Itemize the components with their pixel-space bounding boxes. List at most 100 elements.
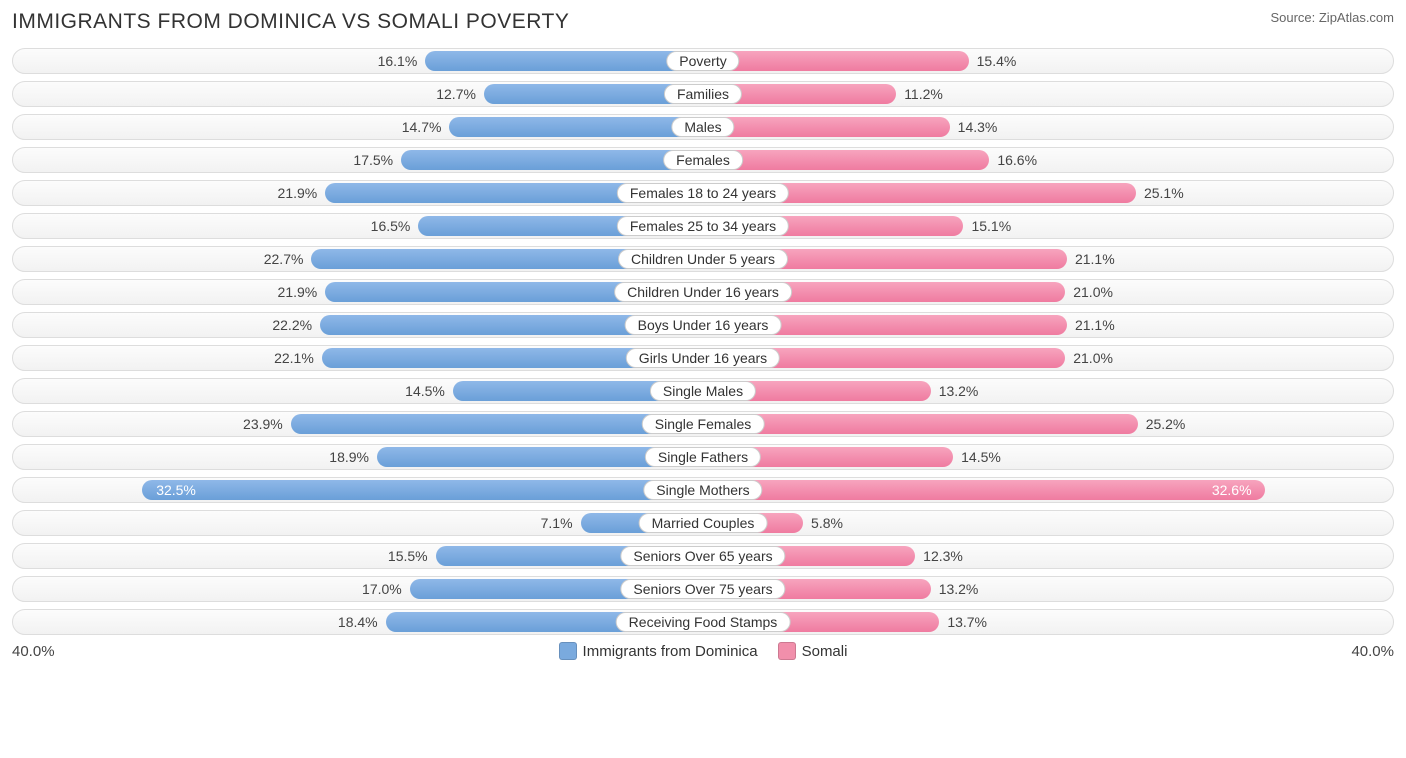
chart-row: 22.1%21.0%Girls Under 16 years <box>12 345 1394 371</box>
chart-row: 21.9% 21.0% Children Under 16 years <box>12 279 1394 305</box>
source-attribution: Source: ZipAtlas.com <box>1270 10 1394 25</box>
bar-right <box>703 150 989 170</box>
value-label-left: 23.9% <box>243 412 283 436</box>
value-label-right: 25.2% <box>1146 412 1186 436</box>
legend-label-left: Immigrants from Dominica <box>583 643 758 660</box>
value-label-left: 22.2% <box>272 313 312 337</box>
row-left-half: 14.5% <box>13 379 703 403</box>
row-left-half: 17.5% <box>13 148 703 172</box>
chart-row: 17.5% 16.6% Females <box>12 147 1394 173</box>
row-right-half: 14.3% <box>703 115 1393 139</box>
row-right-half: 12.3% <box>703 544 1393 568</box>
header: IMMIGRANTS FROM DOMINICA VS SOMALI POVER… <box>12 10 1394 34</box>
chart-row: 17.0% 13.2% Seniors Over 75 years <box>12 576 1394 602</box>
row-right-half: 25.2% <box>703 412 1393 436</box>
value-label-right: 12.3% <box>923 544 963 568</box>
row-right-half: 15.4% <box>703 49 1393 73</box>
value-label-right: 32.6% <box>1204 478 1252 502</box>
bar-left <box>142 480 703 500</box>
row-right-half: 14.5% <box>703 445 1393 469</box>
source-name: ZipAtlas.com <box>1319 10 1394 25</box>
chart-row: 15.5% 12.3% Seniors Over 65 years <box>12 543 1394 569</box>
value-label-right: 16.6% <box>997 148 1037 172</box>
category-label: Children Under 16 years <box>614 282 792 302</box>
value-label-left: 22.7% <box>264 247 304 271</box>
row-left-half: 17.0% <box>13 577 703 601</box>
value-label-left: 18.9% <box>329 445 369 469</box>
row-right-half: 11.2% <box>703 82 1393 106</box>
row-right-half: 5.8% <box>703 511 1393 535</box>
row-right-half: 21.0% <box>703 280 1393 304</box>
category-label: Single Males <box>650 381 756 401</box>
category-label: Receiving Food Stamps <box>616 612 791 632</box>
chart-row: 22.7% 21.1% Children Under 5 years <box>12 246 1394 272</box>
axis-end-right: 40.0% <box>1351 643 1394 660</box>
row-left-half: 16.1% <box>13 49 703 73</box>
value-label-right: 13.7% <box>947 610 987 634</box>
value-label-left: 17.0% <box>362 577 402 601</box>
value-label-right: 14.3% <box>958 115 998 139</box>
legend-label-right: Somali <box>802 643 848 660</box>
category-label: Single Fathers <box>645 447 761 467</box>
category-label: Single Mothers <box>643 480 762 500</box>
bar-right <box>703 414 1138 434</box>
bar-right <box>703 117 950 137</box>
value-label-left: 14.5% <box>405 379 445 403</box>
bar-right <box>703 51 969 71</box>
row-right-half: 13.7% <box>703 610 1393 634</box>
row-right-half: 32.6% <box>703 478 1393 502</box>
category-label: Seniors Over 65 years <box>620 546 785 566</box>
value-label-right: 5.8% <box>811 511 843 535</box>
category-label: Males <box>671 117 734 137</box>
row-left-half: 16.5% <box>13 214 703 238</box>
row-left-half: 15.5% <box>13 544 703 568</box>
chart-row: 32.5% 32.6% Single Mothers <box>12 477 1394 503</box>
chart-row: 22.2%21.1%Boys Under 16 years <box>12 312 1394 338</box>
chart-row: 7.1% 5.8% Married Couples <box>12 510 1394 536</box>
value-label-right: 15.1% <box>971 214 1011 238</box>
value-label-left: 32.5% <box>156 478 204 502</box>
category-label: Married Couples <box>639 513 768 533</box>
legend-item-right: Somali <box>778 642 848 660</box>
value-label-right: 13.2% <box>939 577 979 601</box>
source-prefix: Source: <box>1270 10 1318 25</box>
row-left-half: 7.1% <box>13 511 703 535</box>
row-right-half: 21.0% <box>703 346 1393 370</box>
row-left-half: 22.2% <box>13 313 703 337</box>
bar-right <box>703 480 1265 500</box>
row-left-half: 22.7% <box>13 247 703 271</box>
category-label: Females 18 to 24 years <box>617 183 789 203</box>
chart-row: 12.7%11.2%Families <box>12 81 1394 107</box>
category-label: Females 25 to 34 years <box>617 216 789 236</box>
row-left-half: 14.7% <box>13 115 703 139</box>
bar-left <box>401 150 703 170</box>
category-label: Children Under 5 years <box>618 249 788 269</box>
chart-row: 16.5% 15.1% Females 25 to 34 years <box>12 213 1394 239</box>
chart-row: 14.7% 14.3% Males <box>12 114 1394 140</box>
value-label-right: 21.1% <box>1075 313 1115 337</box>
value-label-left: 21.9% <box>278 280 318 304</box>
page-title: IMMIGRANTS FROM DOMINICA VS SOMALI POVER… <box>12 10 569 34</box>
row-right-half: 21.1% <box>703 313 1393 337</box>
row-right-half: 16.6% <box>703 148 1393 172</box>
row-right-half: 13.2% <box>703 379 1393 403</box>
value-label-right: 14.5% <box>961 445 1001 469</box>
category-label: Females <box>663 150 743 170</box>
value-label-right: 21.0% <box>1073 280 1113 304</box>
value-label-right: 21.1% <box>1075 247 1115 271</box>
category-label: Seniors Over 75 years <box>620 579 785 599</box>
chart-footer: 40.0% Immigrants from Dominica Somali 40… <box>12 642 1394 660</box>
row-right-half: 15.1% <box>703 214 1393 238</box>
bar-left <box>449 117 703 137</box>
category-label: Girls Under 16 years <box>626 348 780 368</box>
value-label-left: 7.1% <box>541 511 573 535</box>
value-label-left: 16.5% <box>371 214 411 238</box>
value-label-left: 18.4% <box>338 610 378 634</box>
bar-left <box>425 51 703 71</box>
row-left-half: 18.4% <box>13 610 703 634</box>
row-left-half: 12.7% <box>13 82 703 106</box>
row-left-half: 32.5% <box>13 478 703 502</box>
chart-row: 14.5% 13.2%Single Males <box>12 378 1394 404</box>
value-label-left: 14.7% <box>402 115 442 139</box>
row-left-half: 22.1% <box>13 346 703 370</box>
